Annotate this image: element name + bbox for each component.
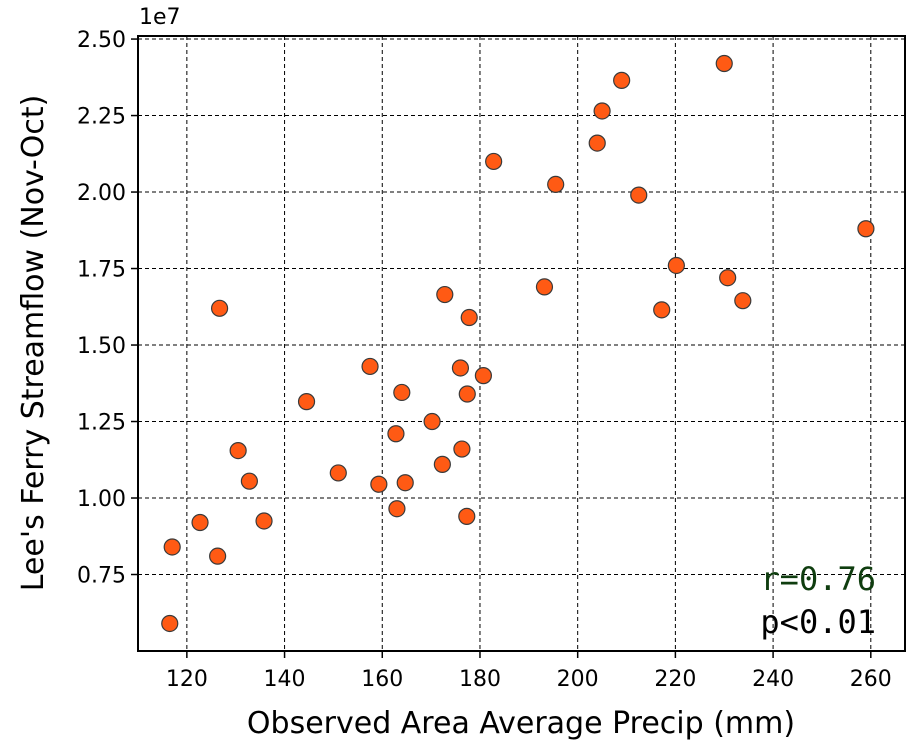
data-point [451, 359, 470, 377]
data-point [433, 455, 451, 473]
x-axis: 120 140 160 180 200 220 240 260 [166, 651, 892, 692]
y-tick-label: 1.75 [77, 258, 126, 283]
data-point [229, 441, 247, 460]
data-point [388, 500, 406, 518]
data-point [588, 134, 606, 152]
y-tick-label: 1.00 [77, 487, 126, 512]
x-tick-label: 200 [557, 667, 599, 692]
y-tick-label: 1.50 [77, 334, 126, 359]
data-point [613, 71, 631, 89]
data-point [436, 285, 454, 304]
data-point [653, 301, 671, 319]
data-point [734, 292, 752, 310]
x-tick-label: 220 [654, 667, 696, 692]
data-point [630, 186, 648, 204]
data-point [474, 367, 492, 385]
data-point [593, 102, 611, 120]
x-tick-label: 260 [850, 667, 892, 692]
data-point [547, 175, 565, 193]
data-point [161, 614, 179, 633]
correlation-annotation: r=0.76 [760, 560, 876, 598]
data-point [458, 507, 476, 525]
y-tick-label: 2.25 [77, 105, 126, 130]
y-tick-label: 2.00 [77, 181, 126, 206]
x-axis-title: Observed Area Average Precip (mm) [247, 706, 795, 741]
data-point [423, 412, 441, 431]
x-tick-label: 120 [166, 667, 208, 692]
data-point [396, 474, 414, 492]
x-tick-label: 240 [752, 667, 794, 692]
x-tick-label: 160 [361, 667, 403, 692]
data-point [857, 220, 875, 238]
data-points [161, 54, 875, 633]
data-point [361, 357, 379, 376]
data-point [667, 256, 685, 275]
data-point [191, 513, 209, 532]
data-point [210, 299, 229, 317]
data-point [453, 440, 471, 458]
x-tick-label: 140 [264, 667, 306, 692]
y-offset-label: 1e7 [139, 5, 181, 30]
data-point [329, 464, 347, 482]
y-tick-label: 0.75 [77, 564, 126, 589]
data-point [240, 472, 258, 490]
y-axis: 0.75 1.00 1.25 1.50 1.75 2.00 2.25 2.50 [77, 28, 138, 589]
data-point [297, 393, 316, 411]
data-point [719, 269, 737, 287]
data-point [393, 383, 411, 402]
data-point [163, 538, 181, 556]
y-axis-title: Lee's Ferry Streamflow (Nov-Oct) [16, 95, 51, 592]
y-tick-label: 1.25 [77, 411, 126, 436]
data-point [460, 308, 478, 327]
data-point [209, 547, 227, 565]
data-point [458, 385, 476, 403]
data-point [370, 475, 388, 493]
x-tick-label: 180 [459, 667, 501, 692]
y-tick-label: 2.50 [77, 28, 126, 53]
grid [138, 36, 905, 651]
data-point [255, 512, 273, 530]
p-value-annotation: p<0.01 [760, 603, 876, 641]
data-point [715, 54, 733, 73]
data-point [387, 425, 405, 443]
data-point [535, 278, 554, 296]
plot-frame [137, 35, 906, 652]
data-point [485, 152, 503, 171]
